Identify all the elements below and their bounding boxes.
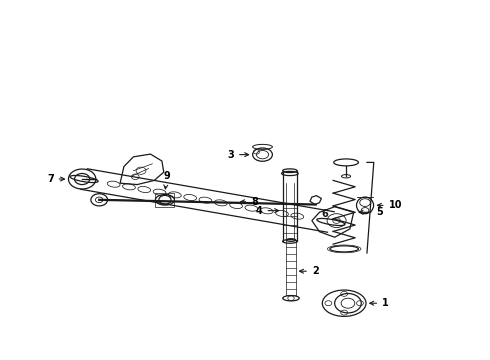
- Text: 8: 8: [241, 197, 258, 207]
- Text: 2: 2: [299, 266, 318, 276]
- Text: 1: 1: [370, 298, 389, 308]
- Text: 9: 9: [164, 171, 170, 189]
- Text: 6: 6: [321, 209, 328, 219]
- Text: 7: 7: [47, 174, 65, 184]
- Text: 4: 4: [256, 206, 279, 216]
- Text: 3: 3: [227, 150, 248, 159]
- Text: 10: 10: [377, 201, 402, 210]
- Text: 5: 5: [359, 207, 383, 217]
